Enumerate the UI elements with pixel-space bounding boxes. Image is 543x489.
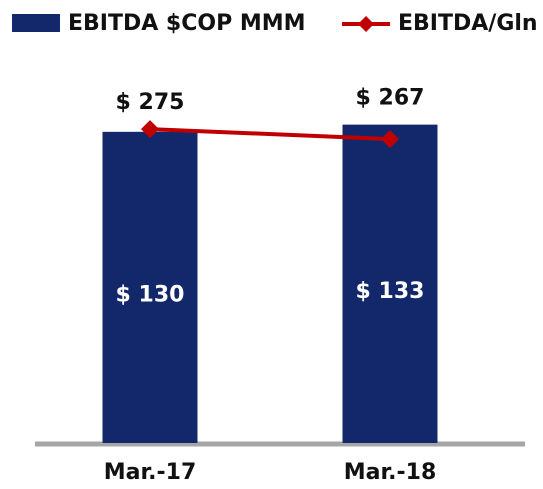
bar-value-label: $ 130 [116,282,185,307]
x-tick-label: Mar.-17 [104,460,197,485]
line [149,127,391,142]
bar-value-label: $ 133 [356,279,425,304]
line-value-label: $ 267 [356,86,425,111]
legend-swatch [12,14,60,32]
line-marker [381,130,399,149]
line-value-label: $ 275 [116,90,185,115]
line-marker [141,120,159,139]
x-tick-label: Mar.-18 [344,460,437,485]
legend-marker [358,16,374,32]
legend-label: EBITDA/Gln [398,11,538,36]
bar [102,131,198,443]
bar [342,124,438,443]
legend-label: EBITDA $COP MMM [68,11,306,36]
